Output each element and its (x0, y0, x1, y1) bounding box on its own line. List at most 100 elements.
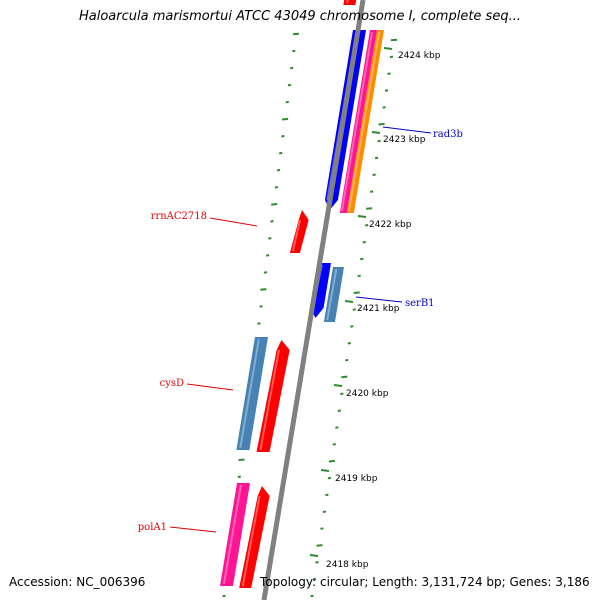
gene-feature-cysD-red-shading (259, 349, 280, 451)
outer-dotted-ring (345, 358, 349, 362)
topology-text: Topology: circular; Length: 3,131,724 bp… (260, 575, 590, 589)
gene-label-cysd: cysD (160, 378, 184, 389)
inner-dotted-ring (281, 117, 289, 121)
inner-dotted-ring (287, 83, 292, 87)
outer-dotted-ring (369, 190, 374, 193)
outer-dotted-ring (382, 106, 386, 109)
gene-feature-top (343, 0, 357, 5)
scale-tick-mark (309, 554, 319, 557)
gene-feature-serB1-blue (310, 263, 331, 318)
outer-dotted-ring (384, 89, 389, 92)
outer-dotted-ring (364, 224, 369, 227)
outer-dotted-ring (320, 527, 324, 530)
inner-dotted-ring (237, 475, 241, 479)
outer-dotted-ring (352, 308, 356, 311)
inner-dotted-ring (265, 254, 270, 257)
outer-dotted-ring (377, 139, 381, 143)
gene-label-leader (382, 126, 432, 134)
outer-dotted-ring (328, 459, 335, 463)
accession-text: Accession: NC_006396 (9, 575, 146, 589)
scale-tick-label: 2418 kbp (326, 560, 369, 570)
outer-dotted-ring (335, 426, 339, 429)
inner-dotted-ring (285, 100, 289, 104)
gene-label-serb1: serB1 (405, 298, 435, 309)
scale-tick-label: 2419 kbp (335, 474, 378, 484)
outer-dotted-ring (360, 257, 364, 261)
gene-feature-rad3b-orange-shading (347, 31, 381, 212)
scale-tick-mark (333, 384, 343, 387)
gene-feature-serB1-steelblue (323, 267, 344, 322)
scale-tick-mark (320, 469, 330, 472)
gene-feature-top-shading (345, 0, 349, 4)
map-title: Haloarcula marismortui ATCC 43049 chromo… (79, 9, 521, 24)
outer-dotted-ring (366, 207, 373, 210)
gene-labels: rad3b serB1 rrnAC2718 cysD polA1 (138, 126, 463, 533)
gene-feature-polA1-magenta-shading (222, 484, 242, 585)
outer-dotted-ring (357, 274, 361, 278)
inner-dotted-ring (279, 151, 283, 155)
outer-dotted-ring (340, 392, 344, 396)
scale-tick-label: 2422 kbp (369, 220, 412, 230)
inner-dotted-ring (292, 49, 296, 53)
gene-label-leader (209, 217, 258, 227)
outer-dotted-ring (387, 72, 391, 75)
outer-dotted-ring (378, 122, 385, 126)
outer-dotted-ring (310, 594, 314, 598)
gene-feature-polA1-red (239, 486, 270, 588)
gene-feature-cysD-steelblue-shading (239, 338, 260, 449)
inner-dotted-ring (276, 168, 281, 172)
inner-dotted-ring (238, 458, 245, 462)
outer-dotted-ring (347, 341, 351, 345)
gene-feature-rad3b-magenta-shading (340, 31, 374, 212)
outer-dotted-ring (332, 443, 337, 446)
scale-ticks: 2424 kbp 2423 kbp 2422 kbp 2421 kbp 2420 kbp… (309, 47, 441, 570)
inner-dotted-ring (268, 237, 272, 240)
gene-feature-cysD-steelblue (236, 337, 268, 450)
inner-dotted-ring (259, 305, 263, 308)
scale-tick-mark (371, 131, 381, 134)
inner-dotted-ring (222, 594, 226, 598)
outer-dotted-ring (372, 173, 376, 177)
scale-tick-mark (357, 215, 367, 218)
gene-feature-polA1-magenta (220, 483, 250, 586)
scale-tick-label: 2424 kbp (398, 51, 441, 61)
outer-dotted-ring (325, 493, 329, 497)
gene-feature-rrnAC2718-shading (291, 219, 301, 252)
gene-feature-rad3b-orange (346, 30, 384, 213)
gene-label-rad3b: rad3b (433, 129, 463, 140)
gene-label-rrnac2718: rrnAC2718 (151, 211, 207, 222)
gene-feature-polA1-red-shading (241, 495, 261, 587)
inner-dotted-ring (270, 220, 274, 223)
inner-dotted-ring (260, 288, 267, 291)
outer-dotted-ring (322, 510, 327, 514)
outer-dotted-ring (312, 577, 317, 581)
gene-features (220, 0, 384, 588)
inner-dotted-ring (281, 134, 285, 138)
gene-label-leader (355, 296, 403, 303)
gene-feature-rad3b-magenta (339, 30, 377, 213)
gene-feature-rrnAC2718 (289, 210, 309, 253)
inner-dotted-ring (257, 322, 261, 325)
inner-dotted-ring (274, 185, 279, 189)
scale-tick-label: 2421 kbp (357, 304, 400, 314)
chromosome-backbone (261, 0, 366, 600)
outer-dotted-ring (374, 156, 379, 160)
scale-tick-label: 2423 kbp (383, 135, 426, 145)
gene-label-pola1: polA1 (138, 522, 167, 533)
scale-tick-mark (383, 47, 393, 50)
inner-dotted-ring (292, 32, 300, 36)
gene-feature-serB1-steelblue-shading (326, 268, 338, 321)
outer-dotted-ring (389, 55, 394, 59)
inner-dotted-ring (289, 66, 294, 70)
scale-tick-mark (344, 300, 354, 303)
outer-dotted-ring (337, 409, 342, 412)
outer-dotted-ring (315, 561, 319, 564)
gene-feature-cysD-red (256, 340, 290, 452)
outer-dotted-ring (390, 38, 398, 42)
gene-label-leader (186, 383, 234, 391)
outer-dotted-ring (316, 544, 323, 547)
outer-dotted-ring (350, 325, 354, 328)
scale-tick-label: 2420 kbp (346, 389, 389, 399)
outer-dotted-ring (341, 375, 348, 379)
